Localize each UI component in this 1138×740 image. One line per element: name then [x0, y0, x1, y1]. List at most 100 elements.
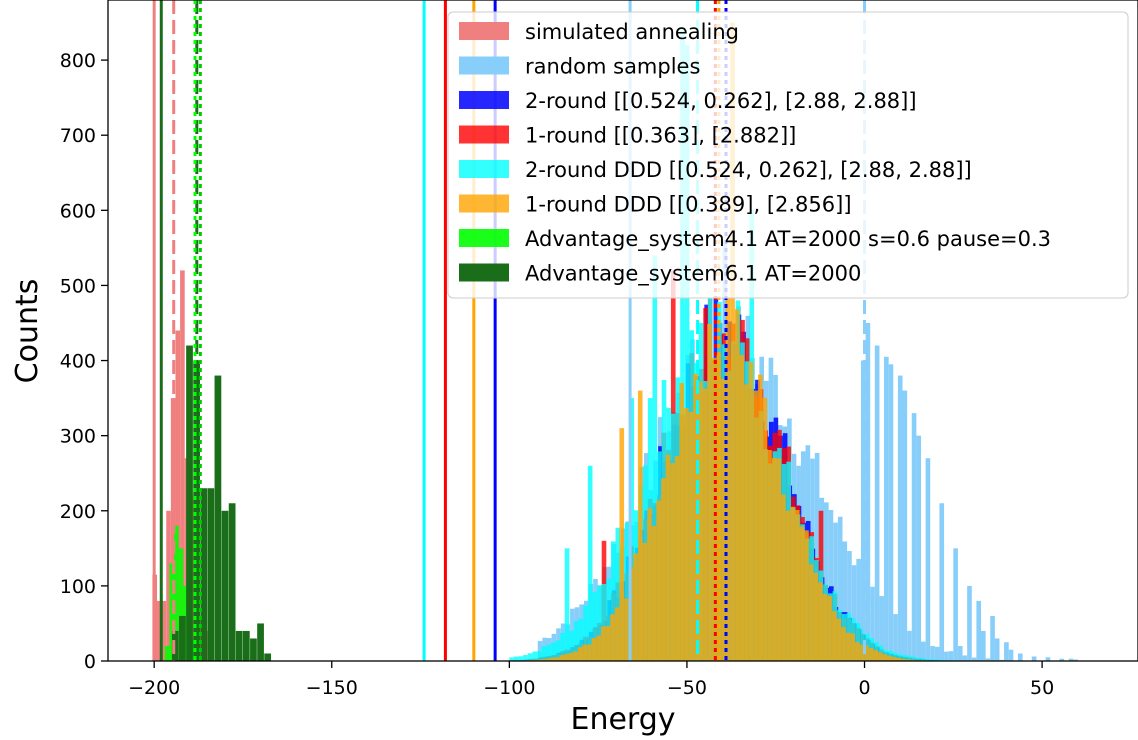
histogram-bar	[1017, 653, 1023, 661]
legend-box	[447, 11, 1129, 299]
x-axis-title: Energy	[570, 702, 675, 737]
histogram-bar	[868, 648, 874, 661]
histogram-bar	[851, 565, 857, 661]
histogram-bar	[614, 607, 620, 661]
histogram-bar	[171, 630, 179, 661]
axes: −200 −150 −100 −50 0 500100200300400500600700…	[60, 0, 1138, 699]
histogram-bar	[509, 657, 514, 661]
histogram-bar	[870, 586, 875, 661]
y-tick-label: 0	[84, 651, 96, 673]
histogram-bar	[962, 655, 968, 661]
y-tick-label: 300	[60, 426, 96, 448]
histogram-bar	[1031, 656, 1037, 661]
histogram-bar	[537, 641, 543, 661]
y-tick-label: 800	[60, 50, 96, 72]
x-tick-label: −50	[667, 677, 707, 699]
histogram-bar	[911, 656, 916, 661]
histogram-bar	[587, 465, 593, 661]
legend-label: Advantage_system4.1 AT=2000 s=0.6 pause=…	[525, 227, 1051, 252]
histogram-bar	[976, 600, 982, 661]
histogram-bar	[186, 345, 193, 661]
histogram-bar	[944, 651, 949, 661]
histogram-bar	[817, 582, 823, 661]
series-1-round-ddd-0-389-2-856	[527, 22, 966, 661]
histogram-bar	[513, 656, 519, 661]
legend-swatch	[459, 160, 509, 178]
plot-frame	[107, 0, 1138, 662]
histogram-bar	[884, 356, 889, 661]
histogram-bar	[606, 578, 611, 661]
histogram-bar	[642, 542, 648, 661]
histogram-bar	[161, 600, 167, 661]
histogram-bar	[813, 572, 818, 661]
legend: simulated annealing random samples 2-round…	[447, 11, 1129, 299]
histogram-bar	[1008, 649, 1014, 661]
histogram-bar	[907, 630, 912, 661]
histogram-bar	[929, 659, 935, 661]
histogram-bar	[697, 381, 703, 661]
histogram-bar	[854, 642, 860, 661]
histogram-bar	[897, 654, 902, 661]
histogram-bar	[591, 638, 597, 661]
histogram-bar	[568, 652, 574, 661]
histogram-bar	[1068, 658, 1074, 661]
histogram-bar	[879, 596, 885, 661]
histogram-bar	[527, 653, 533, 661]
histogram-bar	[684, 45, 690, 662]
histogram-bar	[878, 652, 883, 661]
histogram-bar	[647, 508, 652, 661]
histogram-bar	[651, 525, 657, 661]
histogram-bar	[665, 454, 671, 661]
x-tick-label: −150	[306, 677, 358, 699]
histogram-bar	[180, 270, 185, 661]
histogram-bar	[794, 509, 800, 661]
histogram-bar	[781, 494, 786, 661]
histogram-bar	[702, 388, 708, 661]
histogram-bar	[925, 458, 931, 661]
histogram-bar	[836, 618, 842, 661]
histogram-bar	[721, 378, 726, 661]
legend-label: simulated annealing	[525, 20, 739, 44]
histogram-bar	[214, 375, 222, 661]
histogram-bar	[953, 548, 958, 661]
histogram-bar	[753, 390, 758, 661]
histogram-bar	[985, 658, 991, 661]
histogram-bar	[882, 654, 888, 661]
histogram-bar	[264, 653, 272, 661]
histogram-bar	[814, 452, 820, 661]
histogram-bar	[808, 564, 814, 661]
histogram-bar	[847, 551, 852, 661]
histogram-bar	[888, 364, 894, 661]
histogram-bar	[578, 618, 584, 661]
histogram-bar	[994, 638, 1000, 661]
histogram-bar	[915, 657, 921, 661]
histogram-bar	[837, 516, 843, 661]
histogram-bar	[546, 644, 551, 661]
histogram-bar	[582, 644, 588, 661]
histogram-bar	[670, 463, 675, 661]
legend-swatch	[459, 125, 509, 144]
histogram-bar	[652, 255, 658, 662]
histogram-bar	[711, 357, 717, 661]
histogram-bar	[532, 651, 538, 661]
histogram-bar	[906, 655, 912, 661]
histogram-bar	[920, 657, 925, 661]
x-tick-label: −100	[483, 677, 535, 699]
y-tick-label: 100	[60, 576, 96, 598]
histogram-bar	[688, 411, 694, 661]
histogram-bar	[615, 527, 621, 661]
histogram-bar	[684, 408, 689, 661]
histogram-bar	[971, 657, 977, 661]
histogram-bar	[856, 558, 861, 661]
histogram-bar	[725, 297, 731, 661]
legend-label: 2-round DDD [[0.524, 0.262], [2.88, 2.88…	[525, 158, 972, 182]
y-tick-label: 600	[60, 200, 96, 222]
histogram-bar	[656, 500, 662, 661]
histogram-bar	[1045, 657, 1051, 661]
histogram-bar	[939, 503, 945, 661]
histogram-bar	[540, 659, 546, 661]
histogram-bar	[174, 525, 179, 661]
y-axis-title: Counts	[10, 279, 45, 384]
histogram-bar	[865, 322, 871, 661]
legend-swatch	[459, 263, 509, 282]
